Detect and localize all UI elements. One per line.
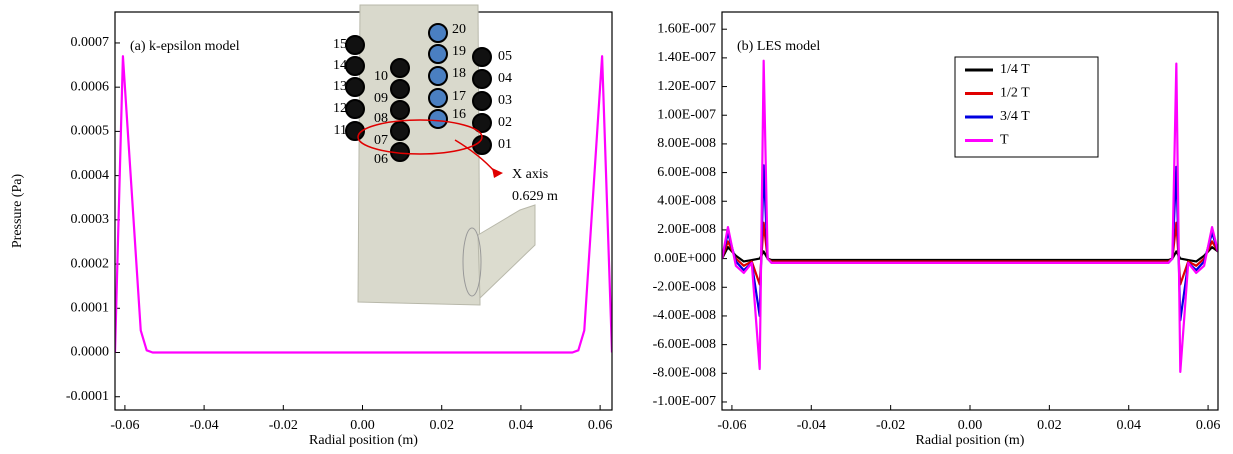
probe-label: 13 (333, 79, 347, 94)
legend-label: 1/4 T (1000, 62, 1030, 77)
legend-label: T (1000, 133, 1009, 148)
y-tick-label: 0.0005 (71, 124, 110, 139)
probe-label: 04 (498, 71, 512, 86)
probe (346, 57, 364, 75)
y-tick-label: 2.00E-008 (657, 222, 716, 237)
probe (346, 78, 364, 96)
data-line (722, 165, 1218, 320)
y-tick-label: -1.00E-007 (653, 394, 716, 409)
x-tick-label: -0.06 (717, 418, 746, 433)
y-tick-label: 0.0002 (71, 256, 110, 271)
probe (429, 45, 447, 63)
probe (473, 48, 491, 66)
branch-pipe (478, 205, 535, 298)
probe (346, 36, 364, 54)
x-tick-label: -0.06 (110, 418, 139, 433)
data-line (722, 223, 1218, 285)
probe-label: 19 (452, 44, 466, 59)
probe-label: 17 (452, 89, 466, 104)
x-tick-label: 0.06 (588, 418, 613, 433)
probe-label: 14 (333, 58, 347, 73)
probe-label: 03 (498, 93, 512, 108)
probe (391, 59, 409, 77)
x-tick-label: 0.04 (509, 418, 534, 433)
y-tick-label: 0.0001 (71, 301, 110, 316)
y-tick-label: 1.20E-007 (657, 79, 716, 94)
y-tick-label: 6.00E-008 (657, 165, 716, 180)
y-tick-label: 1.40E-007 (657, 50, 716, 65)
probe (429, 24, 447, 42)
probe (473, 92, 491, 110)
probe-label: 20 (452, 22, 466, 37)
y-tick-label: 0.0000 (71, 345, 110, 360)
x-tick-label: -0.04 (190, 418, 219, 433)
annotation: X axis (512, 167, 548, 182)
panel-title: (a) k-epsilon model (130, 39, 240, 54)
page: -0.00010.00000.00010.00020.00030.00040.0… (0, 0, 1233, 454)
probe-label: 18 (452, 66, 466, 81)
y-tick-label: 0.0004 (71, 168, 110, 183)
x-tick-label: -0.04 (797, 418, 826, 433)
probe (391, 122, 409, 140)
y-tick-label: 0.00E+000 (654, 251, 716, 266)
legend-label: 1/2 T (1000, 86, 1030, 101)
probe-label: 10 (374, 69, 388, 84)
probe-label: 16 (452, 107, 466, 122)
y-tick-label: 1.60E-007 (657, 21, 716, 36)
x-tick-label: 0.04 (1116, 418, 1141, 433)
y-tick-label: -0.0001 (66, 389, 109, 404)
probe-label: 06 (374, 152, 388, 167)
arrow-head (492, 168, 503, 178)
probe-label: 05 (498, 49, 512, 64)
y-tick-label: 1.00E-007 (657, 107, 716, 122)
inset-diagram: 0102030405060708091011121314151617181920… (333, 5, 558, 305)
x-tick-label: 0.00 (350, 418, 375, 433)
probe-label: 12 (333, 101, 347, 116)
probe-label: 09 (374, 91, 388, 106)
y-tick-label: -8.00E-008 (653, 366, 716, 381)
probe (429, 89, 447, 107)
y-tick-label: -2.00E-008 (653, 279, 716, 294)
probe (391, 101, 409, 119)
x-axis-title: Radial position (m) (916, 433, 1025, 448)
probe (429, 110, 447, 128)
probe (473, 70, 491, 88)
y-tick-label: 0.0007 (71, 35, 110, 50)
y-tick-label: 0.0003 (71, 212, 110, 227)
x-tick-label: 0.02 (1037, 418, 1062, 433)
x-tick-label: -0.02 (876, 418, 905, 433)
x-tick-label: 0.02 (429, 418, 454, 433)
probe-label: 01 (498, 137, 512, 152)
chart: -0.00010.00000.00010.00020.00030.00040.0… (0, 0, 1233, 454)
probe (391, 80, 409, 98)
y-tick-label: 4.00E-008 (657, 193, 716, 208)
data-line (722, 247, 1218, 261)
y-tick-label: 0.0006 (71, 79, 110, 94)
probe (429, 67, 447, 85)
x-tick-label: -0.02 (269, 418, 298, 433)
x-tick-label: 0.00 (958, 418, 983, 433)
probe-label: 07 (374, 133, 388, 148)
x-tick-label: 0.06 (1196, 418, 1221, 433)
probe-label: 02 (498, 115, 512, 130)
legend-label: 3/4 T (1000, 109, 1030, 124)
x-axis-title: Radial position (m) (309, 433, 418, 448)
probe-label: 15 (333, 37, 347, 52)
probe (346, 100, 364, 118)
panel-title: (b) LES model (737, 39, 820, 54)
y-tick-label: -6.00E-008 (653, 337, 716, 352)
y-tick-label: 8.00E-008 (657, 136, 716, 151)
annotation: 0.629 m (512, 189, 558, 204)
y-tick-label: -4.00E-008 (653, 308, 716, 323)
y-axis-title: Pressure (Pa) (10, 174, 25, 249)
probe-label: 11 (334, 123, 347, 138)
